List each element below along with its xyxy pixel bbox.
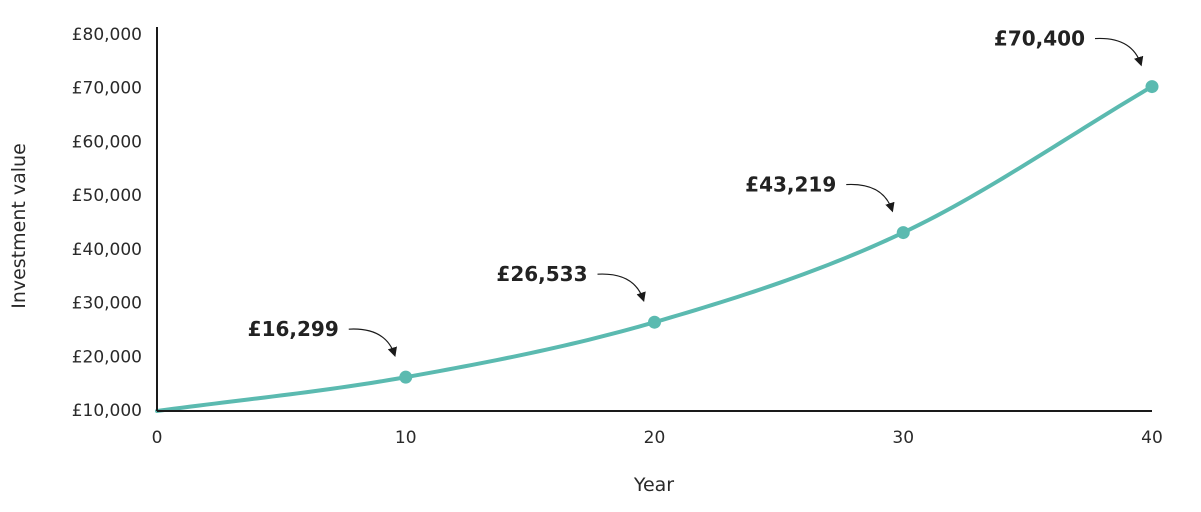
y-tick-label: £10,000 [72, 401, 142, 421]
investment-value-line [155, 84, 1154, 413]
x-axis-title: Year [633, 474, 674, 496]
x-tick-label: 30 [892, 428, 914, 448]
annotation-arrow [348, 328, 397, 357]
annotation-arrow [846, 183, 895, 213]
y-tick-label: £60,000 [72, 132, 142, 152]
y-tick-label: £40,000 [72, 240, 142, 260]
y-tick-label: £80,000 [72, 25, 142, 45]
annotation-arrow [1094, 37, 1144, 67]
data-point-marker [896, 226, 910, 240]
y-tick-label: £30,000 [72, 294, 142, 314]
x-tick-label: 40 [1141, 428, 1163, 448]
x-tick-label: 0 [152, 428, 163, 448]
data-point-marker [399, 370, 413, 384]
data-point-label: £16,299 [248, 317, 339, 341]
y-tick-label: £70,000 [72, 79, 142, 99]
y-axis-title: Investment value [8, 143, 30, 309]
data-point-label: £43,219 [745, 173, 836, 197]
y-tick-label: £50,000 [72, 186, 142, 206]
value-annotations: £16,299 £26,533 £43,219 £70,400 [248, 27, 1144, 357]
x-tick-label: 20 [644, 428, 666, 448]
data-point-label: £70,400 [994, 27, 1085, 51]
x-tick-label: 10 [395, 428, 417, 448]
y-tick-label: £20,000 [72, 347, 142, 367]
data-point-marker [648, 315, 661, 329]
annotation-arrow [597, 273, 646, 303]
y-axis-ticks: £10,000 £20,000 £30,000 £40,000 £50,000 £60,0… [72, 25, 142, 421]
data-markers [399, 80, 1159, 384]
data-point-marker [1145, 80, 1159, 94]
data-point-label: £26,533 [496, 262, 587, 286]
x-axis-ticks: 0 10 20 30 40 [152, 428, 1163, 448]
